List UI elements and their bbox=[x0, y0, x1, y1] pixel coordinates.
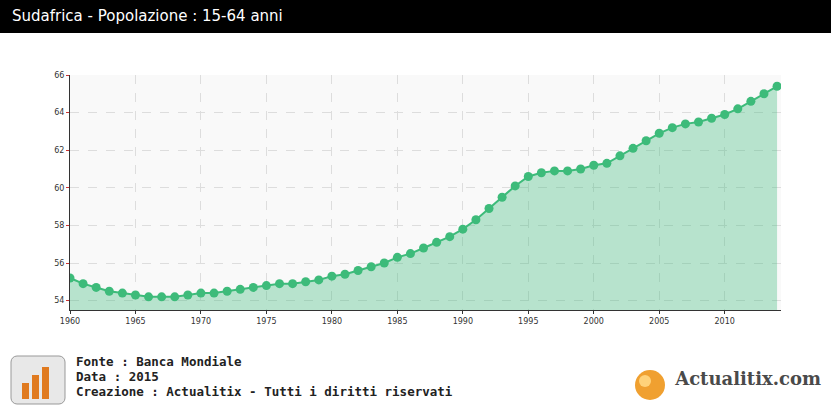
svg-text:66: 66 bbox=[54, 71, 64, 80]
svg-text:2005: 2005 bbox=[649, 317, 669, 326]
svg-text:1960: 1960 bbox=[60, 317, 80, 326]
svg-text:1965: 1965 bbox=[125, 317, 145, 326]
html-text:Sudafrica - Popolazione : 15-6: Sudafrica - Popolazione : 15-64 anni bbox=[12, 7, 283, 25]
svg-text:1970: 1970 bbox=[191, 317, 211, 326]
svg-text:1975: 1975 bbox=[256, 317, 276, 326]
svg-text:1990: 1990 bbox=[453, 317, 473, 326]
svg-text:2000: 2000 bbox=[584, 317, 604, 326]
html-text:Data : 2015: Data : 2015 bbox=[76, 369, 159, 384]
html-text:Creazione : Actualitix - Tutti: Creazione : Actualitix - Tutti i diritti… bbox=[76, 384, 453, 399]
svg-text:60: 60 bbox=[54, 184, 64, 193]
svg-text:1985: 1985 bbox=[387, 317, 407, 326]
svg-text:56: 56 bbox=[54, 259, 64, 268]
svg-text:2010: 2010 bbox=[715, 317, 735, 326]
svg-text:62: 62 bbox=[54, 146, 64, 155]
svg-text:58: 58 bbox=[54, 221, 64, 230]
html-text:Actualitix.com: Actualitix.com bbox=[675, 368, 821, 389]
svg-text:64: 64 bbox=[54, 108, 64, 117]
svg-text:1995: 1995 bbox=[518, 317, 538, 326]
svg-text:54: 54 bbox=[54, 296, 64, 305]
svg-text:1980: 1980 bbox=[322, 317, 342, 326]
html-text:Fonte : Banca Mondiale: Fonte : Banca Mondiale bbox=[76, 354, 242, 369]
